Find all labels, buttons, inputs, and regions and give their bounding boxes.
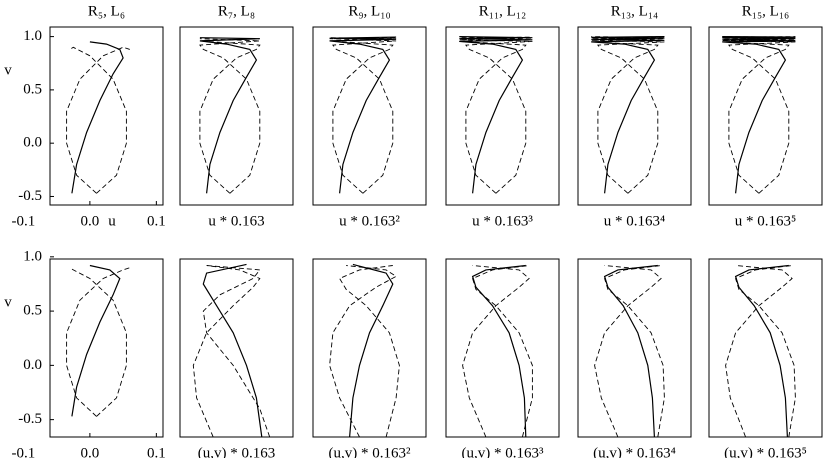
curve [604,265,665,437]
panel-frame [179,258,294,438]
curve [66,267,130,417]
curve [591,36,665,194]
x-axis-label: (u,v) * 0.163⁴ [593,445,676,458]
curve [69,46,127,194]
x-axis-label: u * 0.163⁴ [604,213,665,229]
curve [591,36,665,194]
x-tick-label: -0.1 [12,213,36,229]
curve [202,265,271,437]
x-axis-label: u * 0.163² [339,213,400,229]
x-axis-label: u * 0.163³ [472,213,533,229]
panel-frame [312,26,427,206]
curve [199,37,260,194]
curve [349,263,394,437]
curve [329,37,397,194]
curve [722,36,796,194]
curve [459,36,533,194]
curve [192,265,261,437]
panel-title: R₇, L₈ [218,3,255,19]
x-tick-label: 0.1 [147,213,166,229]
curve [71,41,124,194]
curve [725,265,793,437]
panel-frame [708,26,823,206]
curve [338,265,400,437]
panel-frame [708,258,823,438]
panel-frame [312,258,427,438]
panel-frame [49,26,164,206]
y-tick-label: 1.0 [23,28,42,44]
x-axis-label: (u,v) * 0.163 [198,445,276,458]
curve [199,38,261,194]
panel-title: R₉, L₁₀ [348,3,390,19]
y-tick-label: -0.5 [18,188,42,204]
panel-frame [577,26,692,206]
panel-frame [445,258,560,438]
y-tick-label: 0.0 [23,135,42,151]
panel-frame [577,258,692,438]
x-axis-label: (u,v) * 0.163⁵ [724,445,807,458]
y-tick-label: -0.5 [18,411,42,427]
x-tick-label: 0.1 [147,445,166,458]
panel-title: R₁₅, L₁₆ [742,3,790,19]
y-axis-label: v [4,62,12,78]
curve [462,265,530,437]
y-axis-label: v [4,294,12,310]
curve [329,36,397,194]
y-tick-label: 0.0 [23,357,42,373]
curve [594,265,662,437]
panel-frame [445,26,560,206]
x-axis-label: (u,v) * 0.163³ [462,445,544,458]
panel-title: R₁₁, L₁₂ [479,3,527,19]
curve [734,264,789,437]
curve [329,265,397,437]
curve [722,36,796,194]
curve [735,265,796,437]
panel-title: R₁₃, L₁₄ [611,3,659,19]
curve [199,38,261,194]
y-tick-label: 0.5 [23,303,42,319]
panel-frame [49,258,164,438]
curve [202,263,263,437]
curve [591,36,665,194]
y-tick-label: 0.5 [23,81,42,97]
x-axis-label: u * 0.163 [208,213,264,229]
curve [722,36,796,194]
curve [603,264,658,437]
panel-frame [179,26,294,206]
curve [471,264,527,437]
x-axis-label: u [108,213,116,229]
x-axis-label: u * 0.163⁵ [735,213,796,229]
curve [329,37,397,194]
x-tick-label: 0.0 [81,213,100,229]
curve [459,36,533,194]
x-tick-label: -0.1 [12,445,36,458]
y-tick-label: 1.0 [23,248,42,264]
x-tick-label: 0.0 [81,445,100,458]
panel-title: R₅, L₆ [88,3,125,19]
curve [459,36,533,194]
curve [69,267,127,417]
curve [66,46,130,194]
x-axis-label: (u,v) * 0.163² [329,445,411,458]
curve [71,264,121,417]
curve [472,265,533,437]
